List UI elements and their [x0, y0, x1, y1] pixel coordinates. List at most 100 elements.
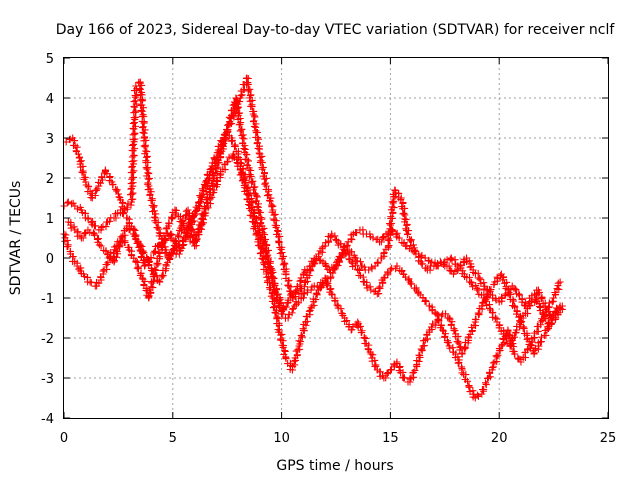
interpolated-point [474, 391, 482, 399]
interpolated-point [199, 219, 207, 227]
interpolated-point [295, 299, 303, 307]
interpolated-point [472, 281, 480, 289]
interpolated-point [313, 289, 321, 297]
interpolated-point [154, 218, 162, 226]
interpolated-point [312, 296, 320, 304]
interpolated-point [257, 157, 265, 165]
interpolated-point [403, 220, 411, 228]
interpolated-point [222, 131, 230, 139]
interpolated-point [129, 131, 137, 139]
data-point [537, 318, 545, 326]
interpolated-point [140, 119, 148, 127]
interpolated-point [443, 256, 451, 264]
interpolated-point [348, 236, 356, 244]
interpolated-point [324, 265, 332, 273]
interpolated-point [482, 380, 490, 388]
interpolated-point [504, 327, 512, 335]
interpolated-point [498, 294, 506, 302]
interpolated-point [131, 129, 139, 137]
x-tick-label: 5 [169, 431, 177, 446]
interpolated-point [275, 300, 283, 308]
interpolated-point [266, 285, 274, 293]
data-point [86, 278, 94, 286]
interpolated-point [230, 143, 238, 151]
interpolated-point [262, 179, 270, 187]
interpolated-point [461, 343, 469, 351]
interpolated-point [63, 236, 71, 244]
interpolated-point [549, 312, 557, 320]
data-point [428, 258, 436, 266]
interpolated-point [98, 174, 106, 182]
interpolated-point [416, 352, 424, 360]
x-axis-ticks: 0 5 10 15 20 25 [60, 58, 616, 446]
interpolated-point [79, 234, 87, 242]
interpolated-point [275, 239, 283, 247]
data-point [347, 258, 355, 266]
interpolated-point [155, 278, 163, 286]
interpolated-point [115, 193, 123, 201]
interpolated-point [193, 235, 201, 243]
interpolated-point [331, 296, 339, 304]
interpolated-point [329, 269, 337, 277]
interpolated-point [455, 339, 463, 347]
interpolated-point [269, 268, 277, 276]
interpolated-point [511, 350, 519, 358]
interpolated-point [258, 242, 266, 250]
interpolated-point [511, 285, 519, 293]
interpolated-point [129, 120, 137, 128]
interpolated-point [548, 298, 556, 306]
y-tick-label: 5 [46, 52, 54, 67]
interpolated-point [417, 345, 425, 353]
interpolated-point [389, 199, 397, 207]
interpolated-point [442, 310, 450, 318]
interpolated-point [350, 253, 358, 261]
interpolated-point [372, 363, 380, 371]
x-tick-label: 10 [273, 431, 290, 446]
interpolated-point [201, 210, 209, 218]
y-tick-label: -4 [41, 412, 54, 427]
interpolated-point [453, 338, 461, 346]
data-point [339, 250, 347, 258]
interpolated-point [159, 239, 167, 247]
data-point [132, 82, 140, 90]
interpolated-point [254, 144, 262, 152]
interpolated-point [147, 289, 155, 297]
interpolated-point [95, 235, 103, 243]
interpolated-point [401, 273, 409, 281]
y-tick-label: 3 [46, 132, 54, 147]
interpolated-point [140, 142, 148, 150]
interpolated-point [271, 308, 279, 316]
data-point [541, 302, 549, 310]
interpolated-point [104, 259, 112, 267]
interpolated-point [145, 174, 153, 182]
interpolated-point [282, 303, 290, 311]
interpolated-point [236, 98, 244, 106]
interpolated-point [534, 289, 542, 297]
interpolated-point [105, 217, 113, 225]
interpolated-point [276, 249, 284, 257]
interpolated-point [265, 259, 273, 267]
interpolated-point [388, 226, 396, 234]
y-tick-label: -2 [41, 332, 54, 347]
interpolated-point [255, 207, 263, 215]
interpolated-point [247, 91, 255, 99]
interpolated-point [238, 91, 246, 99]
interpolated-point [77, 157, 85, 165]
interpolated-point [393, 360, 401, 368]
interpolated-point [407, 280, 415, 288]
interpolated-point [390, 204, 398, 212]
interpolated-point [151, 247, 159, 255]
y-tick-label: 2 [46, 172, 54, 187]
interpolated-point [237, 126, 245, 134]
interpolated-point [128, 153, 136, 161]
interpolated-point [427, 323, 435, 331]
interpolated-point [382, 374, 390, 382]
interpolated-point [102, 223, 110, 231]
interpolated-point [477, 280, 485, 288]
data-point [315, 250, 323, 258]
interpolated-point [379, 234, 387, 242]
interpolated-point [256, 235, 264, 243]
interpolated-point [514, 354, 522, 362]
interpolated-point [146, 257, 154, 265]
